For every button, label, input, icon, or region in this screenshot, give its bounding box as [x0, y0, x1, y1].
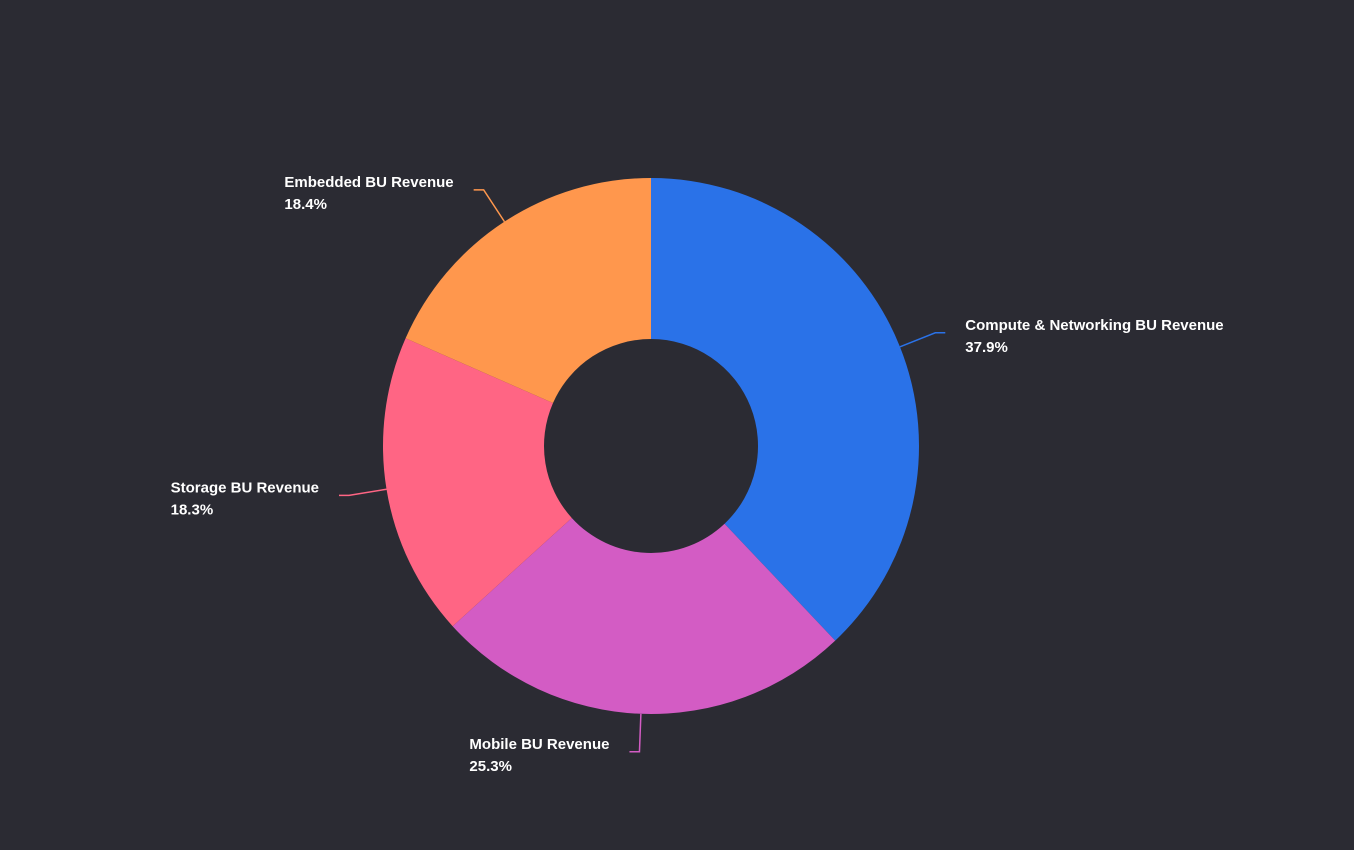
- leader-line: [339, 488, 387, 497]
- slice-value: 18.4%: [284, 196, 327, 213]
- slice-label: Mobile BU Revenue: [469, 736, 609, 753]
- slice-label: Embedded BU Revenue: [284, 174, 453, 191]
- donut-slice: [651, 178, 919, 641]
- leader-line: [629, 713, 642, 753]
- slice-value: 18.3%: [171, 501, 214, 518]
- leader-line: [899, 332, 946, 348]
- slice-value: 37.9%: [965, 339, 1008, 356]
- slice-label: Storage BU Revenue: [171, 479, 319, 496]
- donut-slice: [383, 338, 572, 627]
- slice-value: 25.3%: [469, 758, 512, 775]
- donut-slice: [405, 178, 651, 404]
- donut-slice: [452, 517, 836, 714]
- slice-label: Compute & Networking BU Revenue: [965, 317, 1223, 334]
- leader-line: [473, 189, 506, 223]
